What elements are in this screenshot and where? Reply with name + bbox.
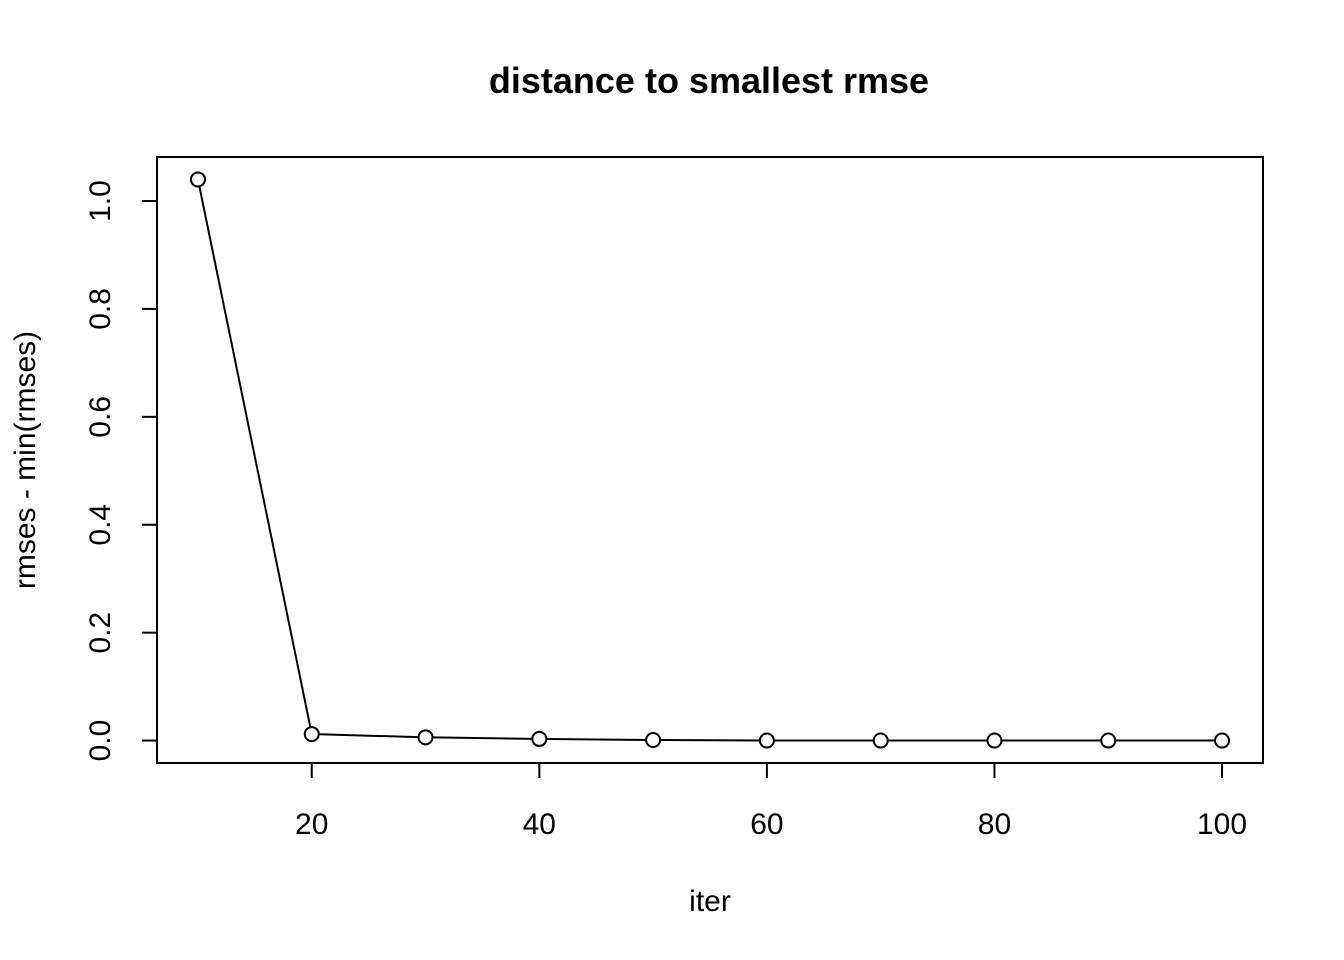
x-tick-label: 80 bbox=[978, 808, 1011, 841]
y-tick-label: 0.0 bbox=[84, 720, 117, 762]
series-line-segment bbox=[432, 736, 533, 740]
x-tick-label: 20 bbox=[295, 808, 328, 841]
data-point bbox=[189, 171, 206, 188]
y-tick-label: 1.0 bbox=[84, 180, 117, 222]
data-point bbox=[645, 732, 662, 749]
series-line-segment bbox=[318, 733, 419, 739]
series-layer bbox=[189, 171, 1231, 749]
x-axis-label: iter bbox=[689, 885, 731, 918]
series-line-segment bbox=[198, 186, 312, 728]
y-axis: 0.0 0.2 0.4 0.6 0.8 1.0 bbox=[84, 180, 158, 762]
x-tick-label: 100 bbox=[1197, 808, 1247, 841]
x-tick-label: 40 bbox=[523, 808, 556, 841]
y-axis-label: rmses - min(rmses) bbox=[9, 331, 42, 589]
data-point bbox=[872, 732, 889, 749]
y-tick-label: 0.8 bbox=[84, 288, 117, 330]
y-tick-label: 0.6 bbox=[84, 396, 117, 438]
x-axis: 20 40 60 80 100 bbox=[295, 762, 1247, 841]
chart-title: distance to smallest rmse bbox=[489, 60, 929, 101]
y-tick-label: 0.4 bbox=[84, 504, 117, 546]
data-point bbox=[1214, 732, 1231, 749]
y-tick-label: 0.2 bbox=[84, 612, 117, 654]
data-point bbox=[758, 732, 775, 749]
data-point bbox=[303, 726, 320, 743]
data-point bbox=[1100, 732, 1117, 749]
data-point bbox=[531, 730, 548, 747]
series-line-segment bbox=[546, 738, 647, 741]
plot-frame bbox=[156, 156, 1264, 764]
data-point bbox=[417, 729, 434, 746]
data-point bbox=[986, 732, 1003, 749]
x-tick-label: 60 bbox=[750, 808, 783, 841]
